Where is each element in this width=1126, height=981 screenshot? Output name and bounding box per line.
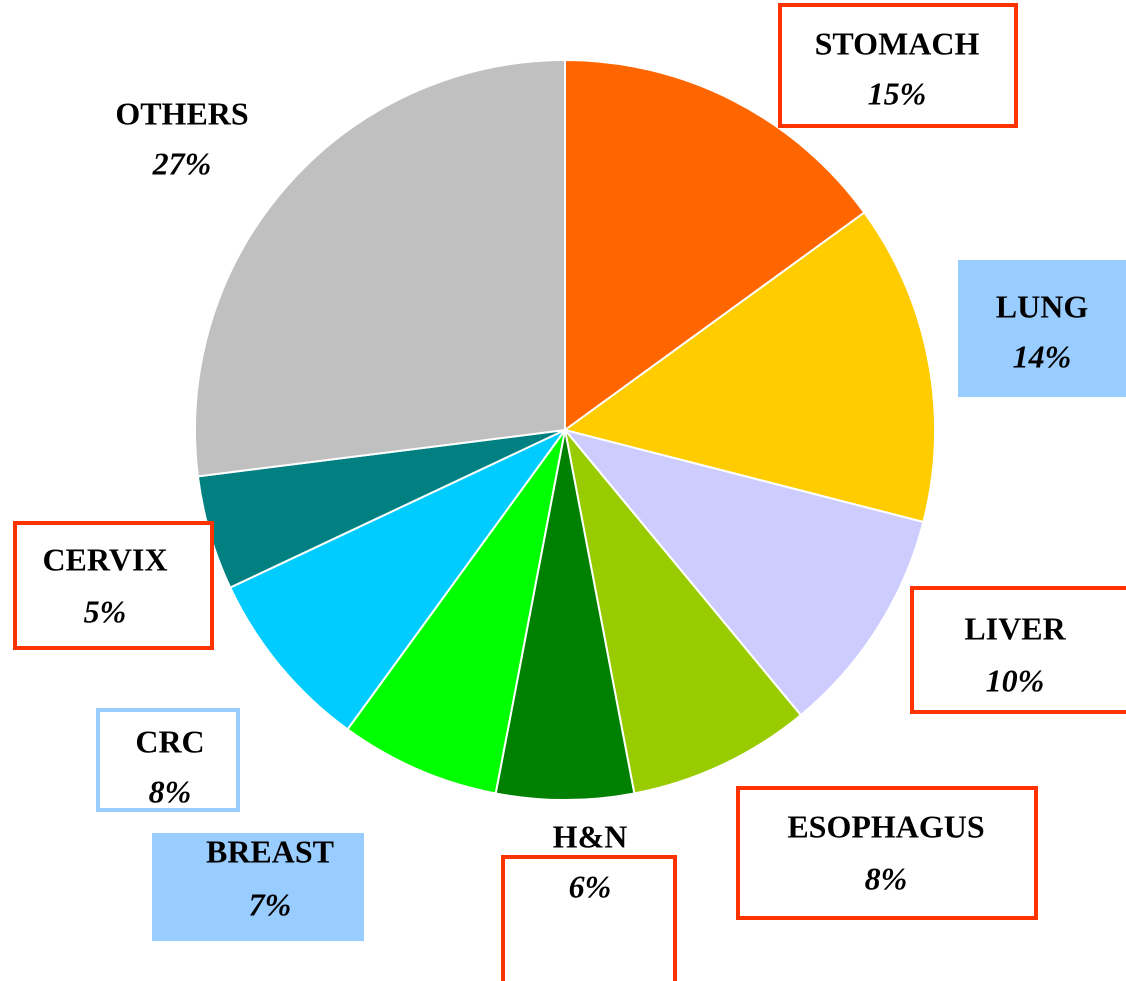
pie-slice <box>564 429 803 795</box>
slice-value-label: 14% <box>1013 338 1072 374</box>
slice-label: CERVIX <box>42 541 167 577</box>
pie-slice <box>346 429 566 795</box>
label-box <box>152 833 364 941</box>
slice-value-label: 8% <box>865 860 908 896</box>
label-box <box>736 786 1038 920</box>
slice-value-label: 6% <box>569 868 612 904</box>
pie-slice <box>562 428 925 717</box>
slice-value-label: 7% <box>249 886 292 922</box>
pie-slice <box>562 211 936 524</box>
slice-label: LIVER <box>964 610 1066 646</box>
slice-label: BREAST <box>206 833 334 869</box>
slice-value-label: 27% <box>152 145 212 181</box>
slice-value-label: 5% <box>84 593 127 629</box>
slice-label: H&N <box>553 818 628 854</box>
slice-label: LUNG <box>996 288 1089 324</box>
slice-value-label: 8% <box>149 773 192 809</box>
pie-slice <box>194 58 566 478</box>
slice-value-label: 10% <box>986 662 1045 698</box>
slice-value-label: 15% <box>868 75 927 111</box>
label-box <box>778 3 1018 128</box>
pie-slice <box>228 429 566 731</box>
label-box <box>958 260 1126 397</box>
slice-label: OTHERS <box>115 95 248 131</box>
label-box <box>96 708 240 812</box>
label-box <box>13 521 214 650</box>
label-box <box>910 586 1126 714</box>
slice-label: ESOPHAGUS <box>787 808 984 844</box>
label-box <box>501 855 677 981</box>
slice-label: CRC <box>135 723 204 759</box>
pie-slice <box>564 58 866 432</box>
slice-label: STOMACH <box>815 25 980 61</box>
pie-slice <box>494 429 636 801</box>
